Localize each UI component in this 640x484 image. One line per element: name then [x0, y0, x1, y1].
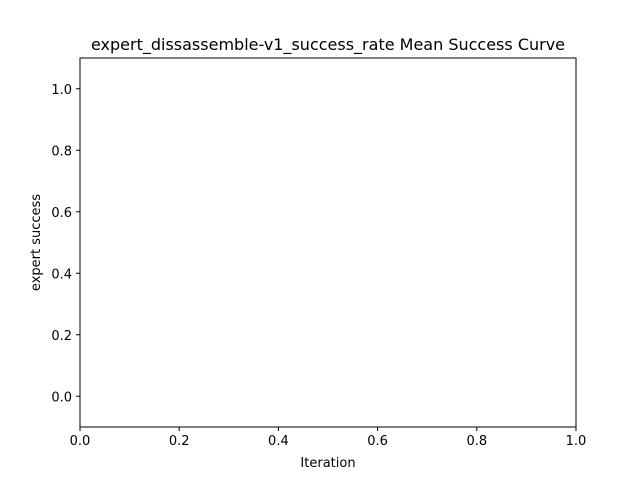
- plot-area: [79, 57, 577, 428]
- y-axis-label: expert success: [29, 194, 44, 291]
- x-axis-label: Iteration: [300, 456, 355, 471]
- y-axis-ticks: 0.0 0.2 0.4 0.6 0.8 1.0: [51, 83, 80, 405]
- x-tick-label: 0.6: [367, 434, 388, 449]
- y-tick-label: 0.8: [51, 144, 72, 159]
- y-tick-label: 0.4: [51, 267, 72, 282]
- x-tick-label: 0.0: [70, 434, 91, 449]
- chart-title: expert_dissassemble-v1_success_rate Mean…: [91, 35, 565, 55]
- x-tick-label: 0.8: [466, 434, 487, 449]
- y-tick-label: 0.2: [51, 329, 72, 344]
- y-tick-label: 1.0: [51, 83, 72, 98]
- x-tick-label: 0.2: [169, 434, 190, 449]
- x-axis-ticks: 0.0 0.2 0.4 0.6 0.8 1.0: [70, 427, 587, 449]
- x-tick-label: 1.0: [566, 434, 587, 449]
- axes-frame: [79, 57, 577, 428]
- y-tick-label: 0.6: [51, 206, 72, 221]
- y-tick-label: 0.0: [51, 390, 72, 405]
- x-tick-label: 0.4: [268, 434, 289, 449]
